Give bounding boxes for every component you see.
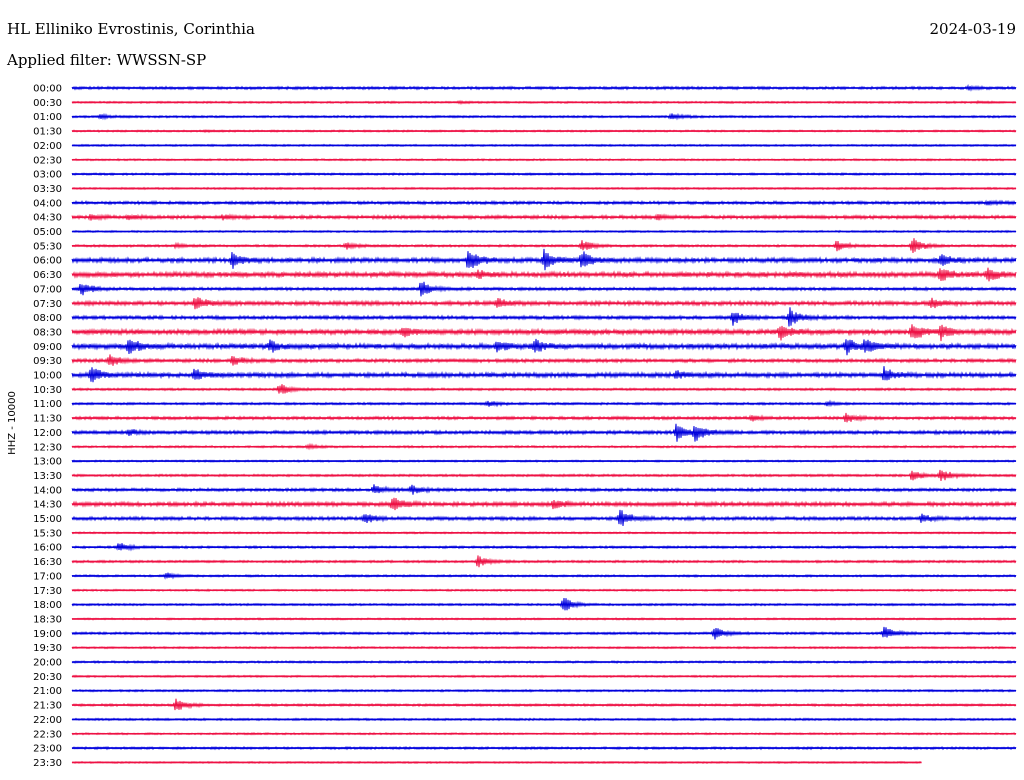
row-time-label: 00:00 bbox=[33, 84, 62, 95]
record-date: 2024-03-19 bbox=[929, 20, 1016, 38]
row-time-label: 00:30 bbox=[33, 98, 62, 109]
row-time-label: 09:30 bbox=[33, 356, 62, 367]
row-time-label: 14:00 bbox=[33, 485, 62, 496]
row-time-label: 19:00 bbox=[33, 629, 62, 640]
station-title: HL Elliniko Evrostinis, Corinthia bbox=[7, 20, 255, 38]
row-time-label: 15:00 bbox=[33, 514, 62, 525]
row-time-label: 17:00 bbox=[33, 571, 62, 582]
row-time-label: 03:30 bbox=[33, 184, 62, 195]
row-time-label: 01:00 bbox=[33, 112, 62, 123]
row-time-label: 19:30 bbox=[33, 643, 62, 654]
row-time-label: 09:00 bbox=[33, 342, 62, 353]
row-time-label: 07:30 bbox=[33, 299, 62, 310]
row-time-label: 10:00 bbox=[33, 371, 62, 382]
row-time-label: 17:30 bbox=[33, 586, 62, 597]
row-time-label: 11:30 bbox=[33, 414, 62, 425]
row-time-label: 14:30 bbox=[33, 500, 62, 511]
row-time-label: 04:00 bbox=[33, 198, 62, 209]
trace-group: 00:00 00:30 01:00 01:30 02:00 02:30 03:00 03:30… bbox=[33, 84, 1017, 769]
row-time-label: 05:30 bbox=[33, 241, 62, 252]
row-time-label: 06:00 bbox=[33, 256, 62, 267]
channel-label: HHZ - 10000 bbox=[7, 391, 18, 455]
row-time-label: 22:00 bbox=[33, 715, 62, 726]
row-time-label: 23:30 bbox=[33, 758, 62, 769]
row-time-label: 02:00 bbox=[33, 141, 62, 152]
row-time-label: 21:30 bbox=[33, 701, 62, 712]
row-time-label: 08:30 bbox=[33, 327, 62, 338]
row-time-label: 03:00 bbox=[33, 170, 62, 181]
row-time-label: 13:00 bbox=[33, 457, 62, 468]
row-time-label: 05:00 bbox=[33, 227, 62, 238]
row-time-label: 07:00 bbox=[33, 284, 62, 295]
row-time-label: 10:30 bbox=[33, 385, 62, 396]
row-time-label: 02:30 bbox=[33, 155, 62, 166]
row-time-label: 08:00 bbox=[33, 313, 62, 324]
row-time-label: 20:30 bbox=[33, 672, 62, 683]
row-time-label: 21:00 bbox=[33, 686, 62, 697]
row-time-label: 15:30 bbox=[33, 528, 62, 539]
row-time-label: 04:30 bbox=[33, 213, 62, 224]
row-time-label: 22:30 bbox=[33, 729, 62, 740]
row-time-label: 16:00 bbox=[33, 543, 62, 554]
row-time-label: 12:30 bbox=[33, 442, 62, 453]
row-time-label: 13:30 bbox=[33, 471, 62, 482]
filter-label: Applied filter: WWSSN-SP bbox=[7, 51, 207, 69]
row-time-label: 20:00 bbox=[33, 658, 62, 669]
row-time-label: 18:30 bbox=[33, 614, 62, 625]
row-time-label: 12:00 bbox=[33, 428, 62, 439]
row-time-label: 01:30 bbox=[33, 127, 62, 138]
row-time-label: 23:00 bbox=[33, 744, 62, 755]
row-time-label: 06:30 bbox=[33, 270, 62, 281]
row-time-label: 16:30 bbox=[33, 557, 62, 568]
row-time-label: 11:00 bbox=[33, 399, 62, 410]
row-time-label: 18:00 bbox=[33, 600, 62, 611]
